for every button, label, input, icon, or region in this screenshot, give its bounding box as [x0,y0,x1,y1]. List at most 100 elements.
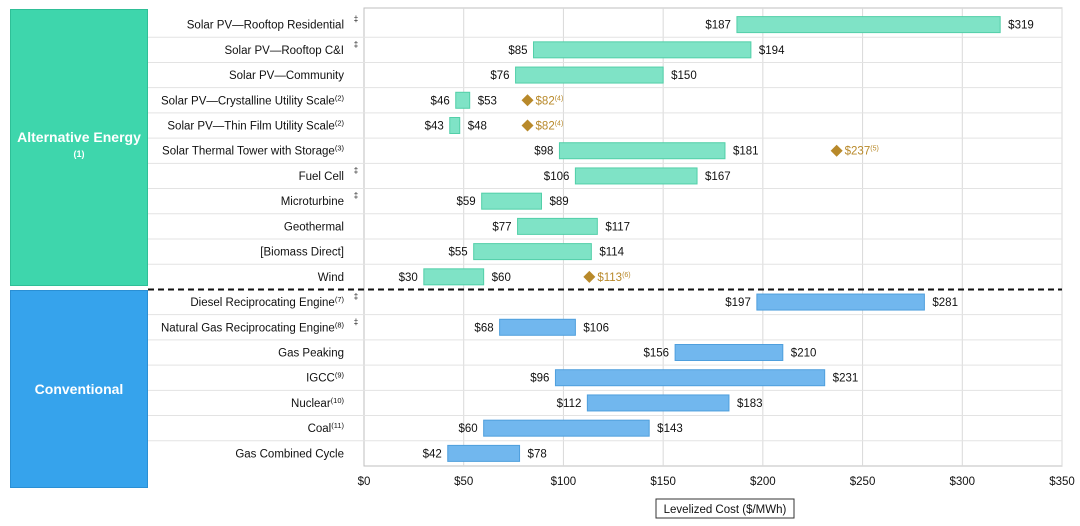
marker-label: $82(4) [536,95,564,107]
row-footnote-mark: ‡ [354,191,358,200]
range-bar [449,117,461,134]
marker-diamond [830,144,843,157]
range-bar [554,369,826,387]
bar-low-label: $187 [705,20,731,32]
bar-high-label: $319 [1008,20,1034,32]
row-label: Solar PV—Rooftop Residential [187,20,344,32]
x-tick-label: $100 [551,476,577,488]
range-bar [533,41,752,59]
marker-label: $113(6) [597,272,630,284]
row-label: Natural Gas Reciprocating Engine(8) [161,320,345,334]
bar-low-label: $156 [644,348,670,360]
bar-high-label: $48 [468,121,487,133]
range-bar [558,142,726,160]
bar-low-label: $77 [492,221,511,233]
bar-high-label: $53 [478,95,497,107]
row-footnote-mark: ‡ [354,166,358,175]
row-footnote-mark: ‡ [354,40,358,49]
row-label: Solar PV—Community [229,70,344,82]
range-bar [447,444,521,462]
range-bar [455,91,471,109]
bar-high-label: $231 [833,373,859,385]
x-tick-label: $250 [850,476,876,488]
conventional-panel: Conventional [10,290,148,488]
row-label: Microturbine [281,196,344,208]
range-bar [515,66,664,84]
bar-low-label: $55 [448,247,467,259]
alternative-energy-panel: Alternative Energy (1) [10,9,148,286]
bar-high-label: $60 [492,272,511,284]
row-label: Wind [318,272,344,284]
x-tick-label: $350 [1049,476,1075,488]
conventional-label: Conventional [34,381,124,397]
row-label: Gas Peaking [278,348,344,360]
range-bar [473,243,592,261]
row-label: Solar PV—Crystalline Utility Scale(2) [161,93,345,107]
bar-high-label: $150 [671,70,697,82]
bar-low-label: $59 [456,196,475,208]
x-tick-label: $300 [949,476,975,488]
row-footnote-mark: ‡ [354,292,358,301]
range-bar [423,268,485,286]
bar-low-label: $98 [534,146,553,158]
row-footnote-mark: ‡ [354,15,358,24]
alternative-energy-label: Alternative Energy [17,128,141,145]
alternative-energy-note: (1) [73,148,85,159]
x-tick-label: $50 [454,476,473,488]
bar-low-label: $197 [725,297,751,309]
marker-label: $82(4) [536,121,564,133]
bar-high-label: $210 [791,348,817,360]
marker-diamond [521,94,534,107]
marker-diamond [583,270,596,283]
row-label: IGCC(9) [306,371,344,385]
x-axis-title: Levelized Cost ($/MWh) [664,504,787,516]
bar-low-label: $76 [490,70,509,82]
bar-high-label: $78 [528,448,547,460]
range-bar [674,344,784,361]
range-bar [756,293,925,311]
row-footnote-mark: ‡ [354,317,358,326]
bar-high-label: $183 [737,398,763,410]
row-label: Nuclear(10) [291,396,344,410]
range-bar [481,192,542,210]
bar-low-label: $30 [399,272,418,284]
bar-low-label: $68 [474,322,493,334]
bar-high-label: $89 [549,196,568,208]
row-label: Solar Thermal Tower with Storage(3) [162,144,344,158]
bar-low-label: $46 [431,95,450,107]
bar-low-label: $106 [544,171,570,183]
row-label: Solar PV—Rooftop C&I [224,45,344,57]
range-bar [736,16,1001,34]
bar-high-label: $194 [759,45,785,57]
bar-high-label: $106 [583,322,609,334]
range-bar [483,419,650,437]
bar-low-label: $85 [508,45,527,57]
range-bar [586,394,730,412]
bar-high-label: $281 [932,297,958,309]
bar-low-label: $42 [423,448,442,460]
marker-label: $237(5) [845,146,879,158]
row-label: Diesel Reciprocating Engine(7) [190,295,344,309]
row-label: Geothermal [284,221,344,233]
range-bar [517,217,598,235]
marker-diamond [521,119,534,132]
row-label: Coal(11) [308,421,345,435]
row-label: Solar PV—Thin Film Utility Scale(2) [167,119,344,133]
range-bar [499,318,576,336]
bar-high-label: $181 [733,146,759,158]
x-axis-title-box [655,498,795,519]
x-tick-label: $150 [650,476,676,488]
row-label: Fuel Cell [299,171,344,183]
bar-low-label: $43 [425,121,444,133]
bar-high-label: $143 [657,423,683,435]
x-tick-label: $0 [358,476,371,488]
x-tick-label: $200 [750,476,776,488]
bar-high-label: $117 [605,221,630,233]
bar-high-label: $167 [705,171,731,183]
bar-low-label: $112 [557,398,582,410]
row-label: [Biomass Direct] [260,247,344,259]
range-bar [574,167,698,185]
bar-high-label: $114 [599,247,624,259]
row-label: Gas Combined Cycle [235,448,344,460]
